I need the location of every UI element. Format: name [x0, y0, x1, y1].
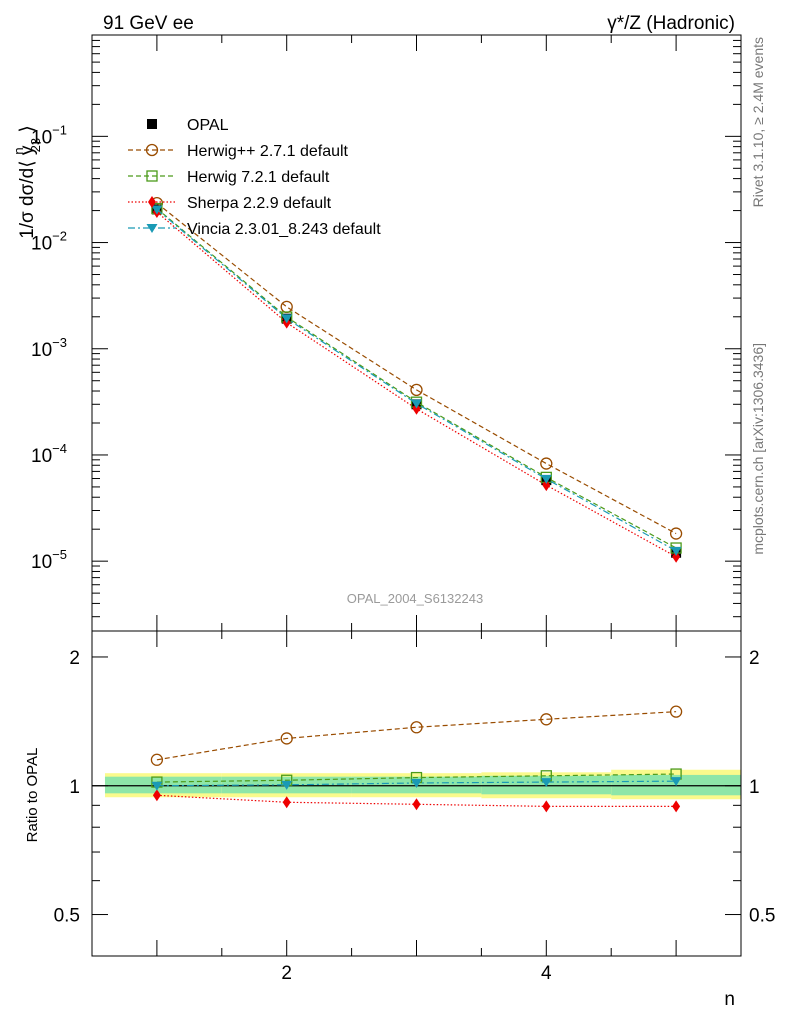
main-y-tick-label: 10−5 [31, 547, 67, 573]
main-y-tick-label: 10−4 [31, 441, 67, 467]
ratio-y-tick-label-left: 2 [69, 648, 80, 669]
legend-item-herwig7: Herwig 7.2.1 default [128, 169, 330, 186]
legend-item-vincia: Vincia 2.3.01_8.243 default [128, 221, 381, 238]
main-point-herwigpp-3 [410, 383, 423, 397]
mcplots-reference-label: mcplots.cern.ch [arXiv:1306.3436] [750, 343, 766, 555]
ratio-series-herwigpp [150, 705, 683, 766]
analysis-watermark: OPAL_2004_S6132243 [347, 591, 483, 606]
ratio-point-herwigpp-5 [669, 705, 683, 718]
ratio-point-vincia-1 [151, 781, 163, 791]
ratio-point-herwigpp-4 [540, 713, 553, 726]
chart-legend: OPAL Herwig++ 2.7.1 default Herwig 7.2.1 d… [128, 117, 381, 238]
main-point-vincia-5 [670, 546, 682, 556]
main-point-sherpa-5 [672, 550, 681, 563]
legend-label-herwigpp: Herwig++ 2.7.1 default [187, 143, 349, 160]
legend-marker-vincia [146, 224, 158, 233]
ratio-point-vincia-5 [670, 777, 682, 787]
main-point-herwigpp-4 [540, 457, 553, 470]
ratio-plot-frame [91, 630, 742, 957]
rivet-version-label: Rivet 3.1.10, ≥ 2.4M events [750, 37, 766, 207]
ratio-line-herwigpp [156, 711, 677, 761]
main-y-tick-label: 10−2 [31, 229, 67, 255]
ratio-point-herwigpp-3 [410, 721, 423, 734]
ratio-line-herwig7 [156, 773, 677, 783]
ratio-point-herwigpp-1 [150, 753, 164, 766]
main-series-sherpa [152, 205, 681, 563]
main-point-vincia-3 [411, 399, 422, 409]
x-tick-label-4: 4 [541, 963, 552, 984]
chart-title-right: γ*/Z (Hadronic) [607, 13, 735, 34]
x-tick-label-2: 2 [281, 963, 292, 984]
ratio-y-tick-label-left: 1 [69, 777, 80, 798]
main-point-sherpa-3 [412, 402, 421, 415]
main-point-vincia-4 [540, 474, 552, 484]
chart-title-left: 91 GeV ee [103, 13, 194, 34]
ratio-series-sherpa [152, 789, 681, 813]
ratio-y-tick-label-right: 2 [749, 648, 760, 669]
x-axis-label: n [724, 989, 735, 1010]
legend-marker-sherpa [148, 196, 156, 208]
ratio-y-tick-label-left: 0.5 [54, 906, 80, 927]
main-point-vincia-2 [281, 314, 293, 324]
main-point-sherpa-4 [542, 479, 551, 492]
legend-label-sherpa: Sherpa 2.2.9 default [187, 195, 332, 212]
legend-marker-herwig7 [146, 170, 158, 182]
ratio-point-vincia-2 [281, 780, 293, 790]
legend-marker-herwigpp [145, 143, 159, 157]
ratio-point-vincia-3 [411, 778, 422, 788]
main-line-herwigpp [156, 202, 677, 535]
main-series-herwig7 [151, 202, 682, 554]
ratio-series-vincia [151, 777, 682, 791]
main-line-vincia [156, 208, 677, 552]
main-y-tick-label: 10−1 [31, 122, 67, 148]
legend-item-herwigpp: Herwig++ 2.7.1 default [128, 143, 349, 160]
main-series-vincia [151, 205, 682, 556]
main-line-herwig7 [156, 208, 677, 549]
main-point-herwigpp-2 [280, 300, 293, 314]
main-y-tick-label: 10−3 [31, 335, 67, 361]
main-point-herwigpp-5 [669, 527, 683, 540]
legend-label-vincia: Vincia 2.3.01_8.243 default [187, 221, 381, 238]
main-point-vincia-1 [151, 205, 163, 215]
ratio-point-herwigpp-2 [280, 732, 293, 745]
ratio-point-sherpa-4 [542, 800, 551, 813]
legend-marker-opal [147, 119, 157, 129]
ratio-point-sherpa-3 [412, 798, 421, 811]
main-y-axis-label: 1/σ dσ/d⟨ yn 23 ⟩ [11, 125, 43, 239]
legend-item-sherpa: Sherpa 2.2.9 default [128, 195, 332, 212]
ratio-point-sherpa-2 [282, 796, 291, 809]
legend-label-herwig7: Herwig 7.2.1 default [187, 169, 330, 186]
legend-item-opal: OPAL [147, 117, 229, 134]
legend-label-opal: OPAL [187, 117, 229, 134]
ratio-point-sherpa-5 [672, 800, 681, 813]
ratio-band-inner-0 [104, 776, 222, 794]
ratio-y-axis-label: Ratio to OPAL [24, 748, 41, 843]
ratio-point-vincia-4 [540, 778, 552, 788]
main-series-opal [151, 204, 682, 558]
main-series-herwigpp [150, 196, 683, 540]
ratio-y-tick-label-right: 1 [749, 777, 760, 798]
ratio-point-sherpa-1 [152, 789, 161, 802]
ratio-y-tick-label-right: 0.5 [749, 906, 775, 927]
